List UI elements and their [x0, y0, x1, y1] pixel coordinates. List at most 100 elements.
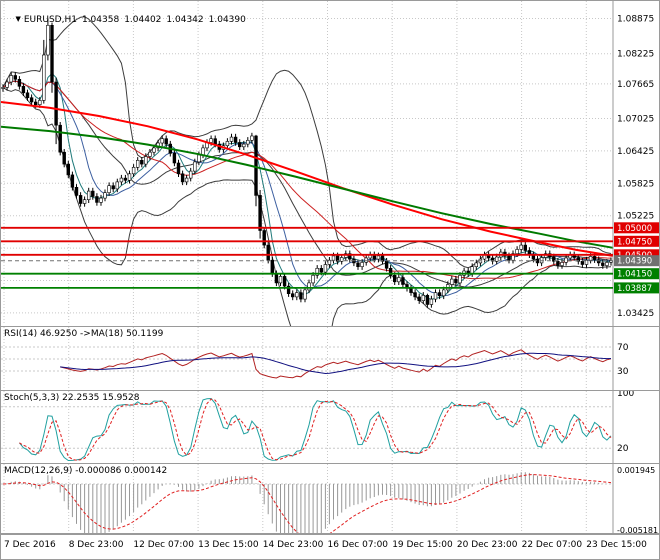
candle-down: [58, 124, 62, 153]
candle-down: [66, 163, 71, 176]
level-price-tag: [614, 249, 659, 261]
candle-up: [278, 276, 283, 284]
candle-down: [523, 244, 528, 251]
candle-up: [242, 143, 246, 148]
candle-down: [176, 162, 181, 175]
candle-up: [148, 151, 152, 157]
candle-down: [409, 287, 413, 293]
candle-down: [580, 260, 585, 265]
candle-down: [25, 92, 30, 99]
candle-up: [87, 190, 91, 201]
candle-down: [111, 185, 115, 190]
candle-down: [172, 153, 177, 164]
candle-up: [42, 54, 46, 101]
candle-up: [450, 278, 454, 285]
candle-up: [315, 267, 319, 276]
stoch-panel-canvas[interactable]: 100 20: [1, 391, 660, 464]
level-price-text: 1.04390: [617, 257, 652, 267]
candle-down: [507, 255, 511, 261]
candle-up: [339, 257, 344, 262]
level-price-tag: [614, 222, 659, 234]
stoch-axis-label: 20: [617, 444, 629, 454]
candle-up: [560, 262, 564, 266]
sma-mid: [2, 80, 612, 297]
candle-up: [564, 257, 568, 263]
candle-down: [123, 177, 128, 181]
candle-up: [441, 289, 446, 297]
time-axis-label: 12 Dec 07:00: [133, 540, 194, 550]
time-axis-label: 19 Dec 15:00: [392, 540, 453, 550]
candle-down: [556, 260, 560, 266]
candle-up: [588, 256, 593, 261]
candle-down: [258, 195, 262, 231]
rsi-panel-canvas[interactable]: 70 30: [1, 327, 660, 391]
candle-up: [82, 199, 87, 204]
rsi-axis-label: 70: [617, 343, 629, 353]
candle-up: [311, 274, 315, 284]
candle-up: [323, 264, 328, 273]
candle-down: [348, 253, 352, 260]
candle-up: [46, 24, 50, 56]
candle-down: [413, 292, 417, 298]
candle-up: [201, 147, 205, 156]
bollinger-lower: [2, 86, 612, 327]
candle-up: [584, 259, 589, 265]
candle-down: [437, 292, 442, 297]
candle-up: [5, 81, 9, 88]
candle-down: [266, 244, 270, 261]
candle-up: [364, 257, 368, 263]
price-axis-label: 1.05825: [617, 179, 654, 189]
candle-down: [601, 262, 605, 266]
candle-up: [99, 197, 103, 203]
candle-down: [262, 230, 266, 246]
rsi-ma-line: [60, 352, 612, 375]
candle-down: [91, 190, 95, 197]
time-axis[interactable]: 7 Dec 2016 8 Dec 23:00 12 Dec 07:00 13 Dec …: [1, 534, 659, 559]
macd-signal-line: [2, 474, 612, 534]
candle-up: [433, 292, 438, 300]
level-price-tag: [614, 268, 659, 280]
candle-up: [103, 192, 107, 199]
candle-up: [160, 138, 164, 144]
candle-down: [17, 79, 22, 87]
candle-up: [519, 244, 523, 250]
candle-down: [164, 138, 168, 145]
candle-up: [152, 147, 156, 153]
candle-down: [270, 259, 274, 275]
sma-slow: [2, 80, 612, 280]
candle-up: [119, 177, 124, 183]
time-axis-label: 7 Dec 2016: [4, 540, 56, 550]
candle-up: [246, 140, 250, 145]
candle-down: [286, 285, 291, 295]
price-chart-canvas[interactable]: 1.08875 1.08225 1.07665 1.07025 1.06425 1.058…: [1, 1, 660, 327]
candle-down: [29, 97, 34, 103]
candle-down: [356, 262, 360, 267]
candle-up: [307, 282, 311, 291]
candle-up: [421, 294, 425, 301]
candle-down: [70, 174, 75, 188]
candle-up: [605, 262, 609, 266]
candle-down: [62, 151, 66, 165]
time-axis-label: 14 Dec 23:00: [262, 540, 324, 550]
candle-up: [197, 154, 201, 163]
time-axis-label: 23 Dec 15:00: [586, 540, 647, 550]
candle-down: [552, 256, 556, 262]
candle-down: [233, 136, 238, 143]
candle-down: [54, 81, 58, 126]
macd-axis-label: -0.005181: [617, 526, 658, 534]
price-axis-label: 1.05225: [617, 212, 654, 222]
time-axis-label: 16 Dec 07:00: [327, 540, 389, 550]
candle-up: [136, 160, 140, 168]
candle-up: [229, 136, 234, 142]
price-axis-label: 1.06425: [617, 147, 654, 157]
candle-up: [193, 161, 197, 172]
level-price-tag: [614, 282, 659, 294]
candle-up: [250, 135, 254, 141]
price-axis-label: 1.07025: [617, 115, 654, 125]
candle-down: [180, 173, 185, 183]
candle-down: [213, 138, 217, 145]
macd-panel-canvas[interactable]: 0.001945 -0.005181: [1, 464, 660, 534]
candle-down: [50, 24, 54, 83]
candle-down: [380, 255, 385, 262]
